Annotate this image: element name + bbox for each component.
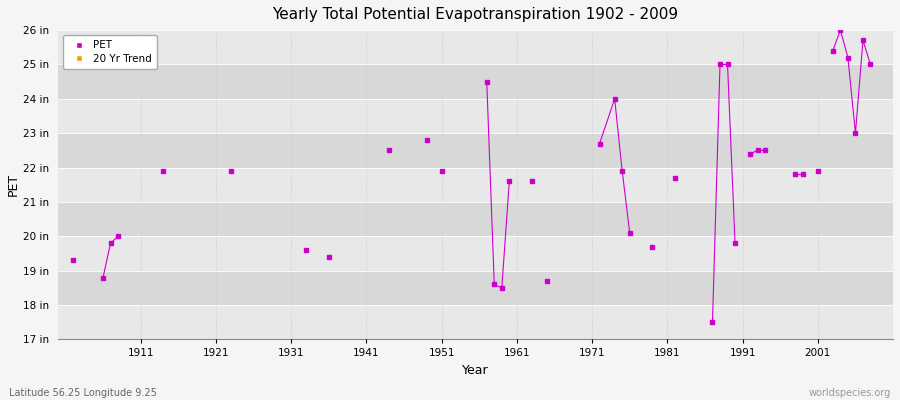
- Y-axis label: PET: PET: [7, 173, 20, 196]
- Title: Yearly Total Potential Evapotranspiration 1902 - 2009: Yearly Total Potential Evapotranspiratio…: [273, 7, 679, 22]
- Bar: [58, 271, 893, 305]
- Bar: [58, 168, 893, 202]
- Bar: [58, 30, 893, 64]
- Bar: [58, 133, 893, 168]
- Text: Latitude 56.25 Longitude 9.25: Latitude 56.25 Longitude 9.25: [9, 388, 157, 398]
- Text: worldspecies.org: worldspecies.org: [809, 388, 891, 398]
- Bar: [58, 64, 893, 99]
- Bar: [58, 305, 893, 340]
- Bar: [58, 202, 893, 236]
- X-axis label: Year: Year: [463, 364, 489, 377]
- Legend: PET, 20 Yr Trend: PET, 20 Yr Trend: [63, 35, 158, 69]
- Bar: [58, 236, 893, 271]
- Bar: [58, 99, 893, 133]
